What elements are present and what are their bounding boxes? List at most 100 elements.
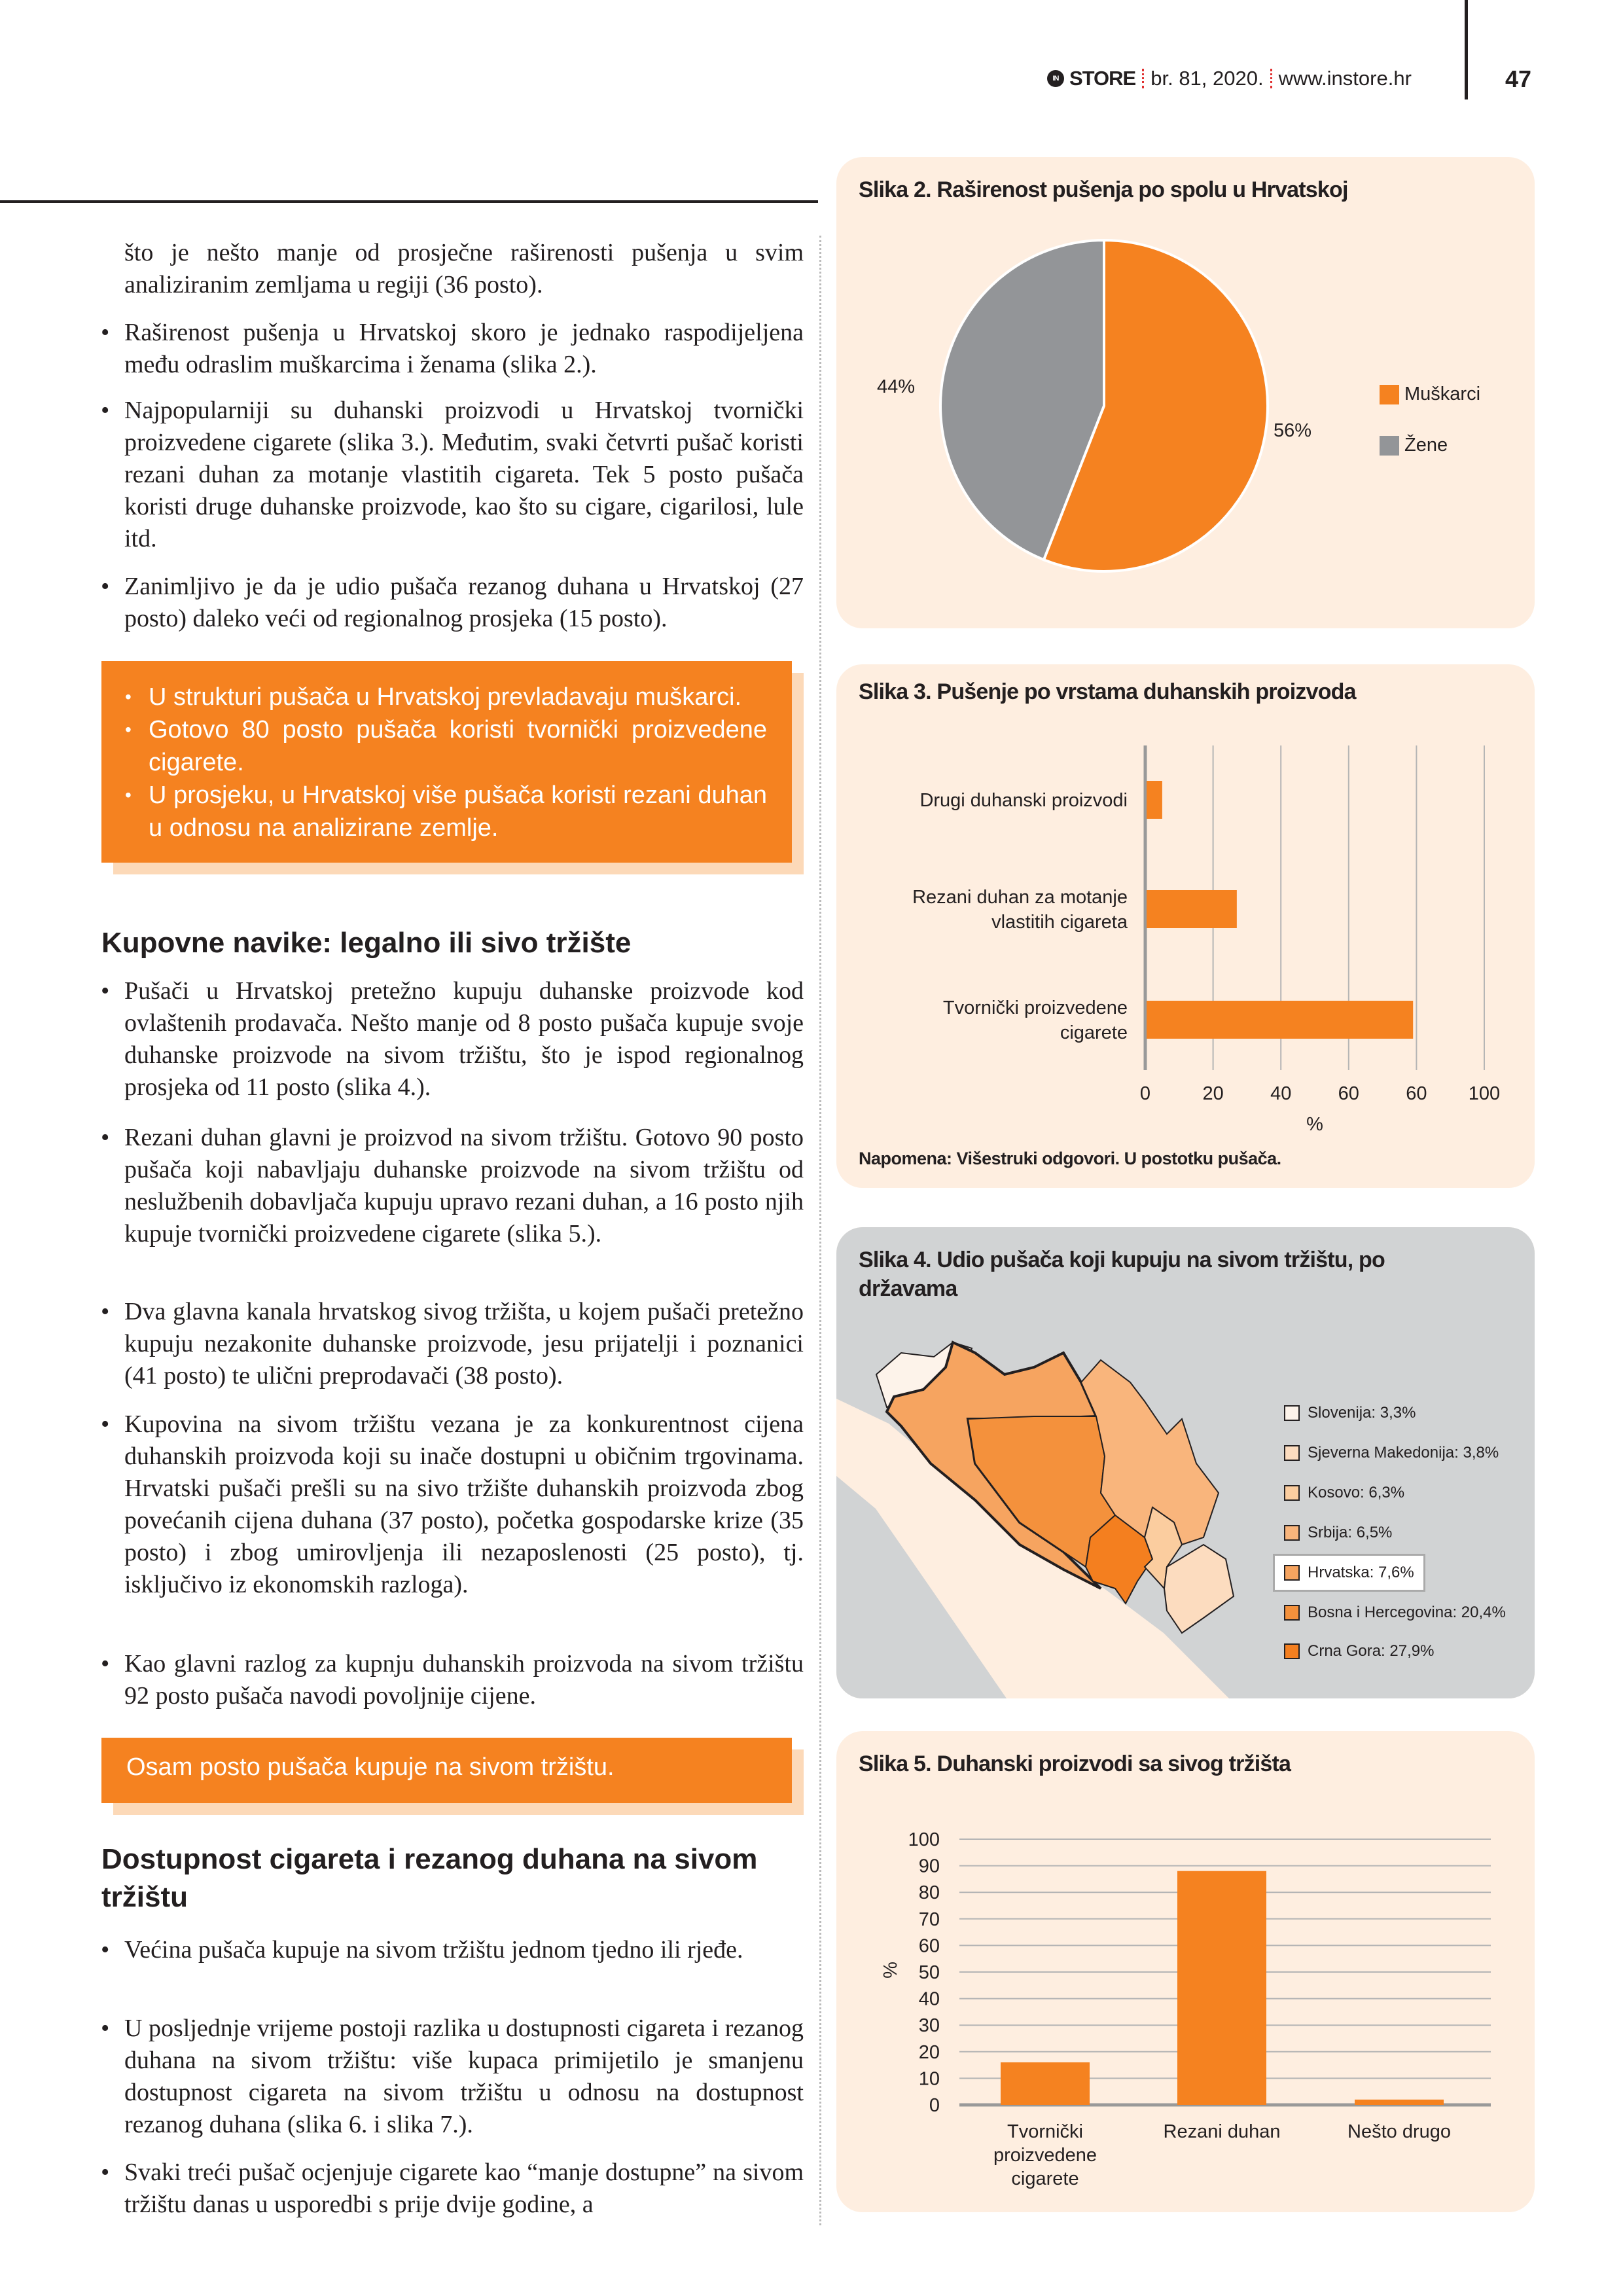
category-label: Tvornički proizvedene cigarete	[943, 997, 1128, 1043]
bullet-item: Kao glavni razlog za kupnju duhanskih pr…	[98, 1648, 804, 1712]
bar	[1001, 2062, 1090, 2105]
category-label: Rezani duhan	[1164, 2121, 1281, 2142]
y-axis-label: %	[880, 1962, 901, 1979]
bar	[1147, 1001, 1414, 1039]
category-label: Nešto drugo	[1347, 2121, 1451, 2142]
legend-item: Žene	[1380, 435, 1448, 456]
pie-chart	[939, 238, 1269, 573]
category-label: Rezani duhan za motanje vlastitih cigaret…	[912, 887, 1128, 933]
issue-number: br. 81, 2020.	[1150, 67, 1264, 90]
legend-label: Žene	[1404, 435, 1448, 456]
x-tick-label: 100	[1469, 1083, 1500, 1104]
legend-swatch	[1380, 435, 1399, 456]
pie-label-zene: 44%	[877, 376, 916, 397]
y-tick-label: 10	[919, 2068, 940, 2089]
bar	[1177, 1871, 1266, 2105]
horizontal-bar-chart: 0 20 40 60 60 100% Drugi duhanski proizvodi Rez…	[912, 745, 1500, 1135]
legend-label: Hrvatska: 7,6%	[1308, 1564, 1414, 1581]
paragraph: što je nešto manje od prosječne rašireno…	[124, 239, 804, 298]
country-srbija[interactable]	[1080, 1359, 1220, 1546]
column-divider	[819, 236, 821, 2225]
top-rule	[0, 200, 818, 203]
figure-title: Slika 2. Raširenost pušenja po spolu u H…	[859, 177, 1348, 202]
website-link[interactable]: www.instore.hr	[1278, 67, 1412, 90]
map-legend-item: Hrvatska: 7,6%	[1273, 1554, 1425, 1592]
category-label: Tvornički proizvedene cigarete	[993, 2121, 1097, 2189]
map-legend-item: Sjeverna Makedonija: 3,8%	[1284, 1444, 1499, 1462]
y-tick-label: 30	[919, 2015, 940, 2036]
y-tick-label: 0	[929, 2095, 940, 2116]
running-header: IN STORE br. 81, 2020. www.instore.hr	[1047, 67, 1412, 90]
section-heading: Kupovne navike: legalno ili sivo tržište	[101, 927, 632, 959]
legend-swatch	[1380, 384, 1399, 404]
highlight-item: U strukturi pušača u Hrvatskoj prevladav…	[121, 681, 767, 713]
y-tick-label: 70	[919, 1909, 940, 1930]
page-number: 47	[1505, 65, 1532, 92]
bullet-item: Najpopularniji su duhanski proizvodi u H…	[98, 395, 804, 555]
divider	[1270, 69, 1272, 88]
legend-label: Muškarci	[1404, 384, 1481, 404]
highlight-box: U strukturi pušača u Hrvatskoj prevladav…	[101, 661, 792, 863]
bullet-item: Pušači u Hrvatskoj pretežno kupuju duhan…	[98, 975, 804, 1103]
bullet-item: Raširenost pušenja u Hrvatskoj skoro je …	[98, 317, 804, 381]
legend-swatch	[1284, 1485, 1300, 1501]
pie-slice	[939, 238, 1105, 562]
legend-swatch	[1284, 1405, 1300, 1421]
legend-label: Sjeverna Makedonija: 3,8%	[1308, 1444, 1499, 1462]
legend-swatch	[1284, 1525, 1300, 1541]
bullet-item: Kupovina na sivom tržištu vezana je za k…	[98, 1408, 804, 1601]
pie-label-muskarci: 56%	[1274, 420, 1312, 441]
bar	[1147, 781, 1162, 819]
x-tick-label: 60	[1406, 1083, 1427, 1104]
bullet-item: Dva glavna kanala hrvatskog sivog tržišt…	[98, 1296, 804, 1392]
y-tick-label: 100	[908, 1829, 940, 1850]
logo-text: STORE	[1069, 67, 1136, 90]
instore-logo: IN STORE	[1047, 67, 1136, 90]
y-tick-label: 40	[919, 1989, 940, 2010]
map-legend-item: Srbija: 6,5%	[1284, 1524, 1392, 1542]
section-heading: Dostupnost cigareta i rezanog duhana na …	[101, 1843, 758, 1913]
legend-label: Bosna i Hercegovina: 20,4%	[1308, 1604, 1506, 1621]
figure-title: Slika 3. Pušenje po vrstama duhanskih pr…	[859, 679, 1357, 704]
highlight-item: U prosjeku, u Hrvatskoj više pušača kori…	[121, 779, 767, 844]
figure-4-panel: Slika 4. Udio pušača koji kupuju na sivo…	[836, 1227, 1535, 1698]
legend-label: Crna Gora: 27,9%	[1308, 1642, 1435, 1660]
bullet-item: Rezani duhan glavni je proizvod na sivom…	[98, 1122, 804, 1250]
country-sjeverna-makedonija[interactable]	[1163, 1543, 1235, 1634]
x-axis-label: %	[1306, 1114, 1323, 1135]
legend-swatch	[1284, 1643, 1300, 1659]
legend-label: Srbija: 6,5%	[1308, 1524, 1393, 1541]
bar	[1355, 2099, 1444, 2105]
bullet-item: Većina pušača kupuje na sivom tržištu je…	[98, 1934, 804, 1966]
highlight-box: Osam posto pušača kupuje na sivom tržišt…	[101, 1738, 792, 1803]
bullet-item: Zanimljivo je da je udio pušača rezanog …	[98, 571, 804, 635]
italy-land	[836, 1476, 1007, 1698]
x-tick-label: 0	[1140, 1083, 1150, 1104]
y-tick-label: 90	[919, 1856, 940, 1877]
y-tick-label: 60	[919, 1935, 940, 1956]
category-label: Drugi duhanski proizvodi	[919, 790, 1128, 811]
y-tick-label: 80	[919, 1882, 940, 1903]
figure-5-panel: Slika 5. Duhanski proizvodi sa sivog trž…	[836, 1731, 1535, 2212]
bar	[1147, 890, 1237, 928]
figure-2-panel: Slika 2. Raširenost pušenja po spolu u H…	[836, 157, 1535, 628]
highlight-item: Gotovo 80 posto pušača koristi tvornički…	[121, 713, 767, 779]
map-legend-item: Kosovo: 6,3%	[1284, 1484, 1404, 1502]
map-legend-item: Slovenija: 3,3%	[1284, 1404, 1416, 1422]
legend-swatch	[1284, 1605, 1300, 1621]
x-tick-label: 60	[1338, 1083, 1359, 1104]
in-logo-mark: IN	[1047, 70, 1064, 87]
legend-label: Slovenija: 3,3%	[1308, 1404, 1416, 1422]
vertical-bar-chart: 0 10 20 30 40 50 60 70 80 90 100% Tvornički proizved…	[880, 1829, 1491, 2189]
x-tick-label: 40	[1270, 1083, 1291, 1104]
figure-title: Slika 4. Udio pušača koji kupuju na sivo…	[859, 1247, 1385, 1301]
legend-swatch	[1284, 1565, 1300, 1581]
chart-note: Napomena: Višestruki odgovori. U postotk…	[859, 1149, 1281, 1168]
x-tick-label: 20	[1202, 1083, 1223, 1104]
figure-3-panel: Slika 3. Pušenje po vrstama duhanskih pr…	[836, 664, 1535, 1188]
divider	[1142, 69, 1145, 88]
legend-label: Kosovo: 6,3%	[1308, 1484, 1405, 1501]
map-legend-item: Crna Gora: 27,9%	[1284, 1642, 1434, 1660]
map-legend-item: Bosna i Hercegovina: 20,4%	[1284, 1604, 1506, 1622]
bullet-item: Svaki treći pušač ocjenjuje cigarete kao…	[98, 2157, 804, 2221]
